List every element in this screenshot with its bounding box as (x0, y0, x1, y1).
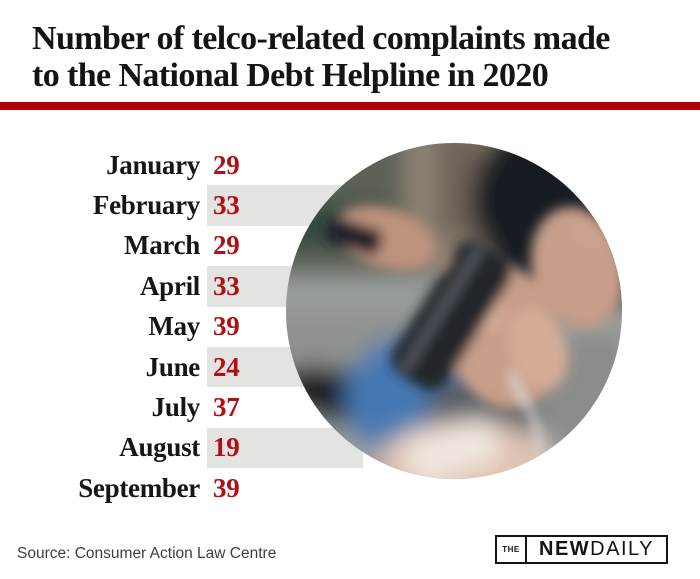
month-label: January (106, 149, 200, 180)
value-label: 19 (213, 432, 240, 463)
logo-daily: DAILY (590, 538, 654, 560)
logo-new: NEW (539, 538, 591, 560)
red-divider (0, 102, 700, 110)
row-stripe (207, 427, 363, 469)
newdaily-logo: THE NEW DAILY (495, 535, 668, 564)
list-row: March 29 (0, 226, 700, 266)
title-line-1: Number of telco-related complaints made (32, 20, 610, 57)
page-title: Number of telco-related complaints made … (32, 20, 682, 94)
list-row: July 37 (0, 387, 700, 427)
month-label: August (119, 432, 200, 463)
phones-photo-image (286, 143, 622, 479)
month-label: June (145, 351, 201, 382)
value-label: 39 (213, 311, 240, 342)
list-row: January 29 (0, 145, 700, 185)
list-row: May 39 (0, 307, 700, 347)
month-label: July (151, 392, 201, 423)
value-label: 29 (213, 230, 240, 261)
logo-wordmark: NEW DAILY (527, 537, 666, 562)
month-label: September (78, 472, 200, 503)
value-label: 33 (213, 270, 240, 301)
value-label: 39 (213, 472, 240, 503)
list-row: September 39 (0, 468, 700, 508)
value-label: 29 (213, 149, 240, 180)
value-label: 37 (213, 392, 240, 423)
phones-photo (286, 143, 622, 479)
title-line-2: to the National Debt Helpline in 2020 (32, 57, 549, 94)
month-label: May (148, 311, 200, 342)
month-label: February (92, 190, 200, 221)
month-label: April (139, 270, 200, 301)
source-caption: Source: Consumer Action Law Centre (17, 545, 277, 562)
logo-the: THE (497, 537, 527, 562)
value-label: 33 (213, 190, 240, 221)
value-label: 24 (213, 351, 240, 382)
list-row: August 19 (0, 427, 700, 469)
month-label: March (124, 230, 200, 261)
